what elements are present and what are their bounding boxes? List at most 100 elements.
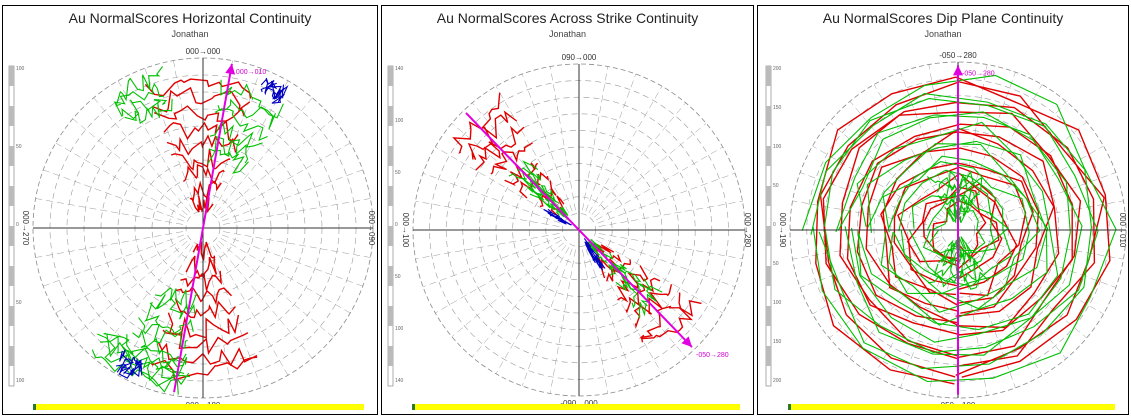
grid-spoke bbox=[849, 101, 946, 215]
grid-spoke bbox=[585, 248, 637, 387]
scale-tick-label: 0 bbox=[16, 222, 19, 228]
direction-label-right: 000→280 bbox=[743, 213, 752, 248]
contour-line bbox=[138, 317, 188, 349]
scale-segment bbox=[388, 186, 393, 206]
contour-line bbox=[882, 155, 1041, 310]
scale-segment bbox=[9, 266, 14, 286]
contour-line bbox=[508, 160, 539, 180]
scale-tick-label: 50 bbox=[16, 300, 22, 306]
grid-spoke bbox=[117, 245, 194, 376]
grid-spoke bbox=[521, 73, 573, 212]
scale-tick-label: 100 bbox=[395, 118, 404, 124]
contour-line bbox=[838, 111, 1071, 343]
grid-spoke bbox=[597, 236, 736, 288]
contour-line bbox=[822, 101, 1096, 368]
contour-line bbox=[260, 80, 285, 104]
chart-title: Au NormalScores Horizontal Continuity bbox=[68, 10, 312, 26]
grid-spoke bbox=[35, 198, 183, 225]
grid-spoke bbox=[829, 121, 943, 218]
scale-segment bbox=[766, 186, 771, 206]
scale-segment bbox=[388, 146, 393, 166]
contour-line bbox=[104, 332, 190, 386]
grid-spoke bbox=[977, 233, 1124, 260]
contour-line bbox=[180, 270, 222, 291]
grid-spoke bbox=[218, 118, 334, 216]
scale-segment bbox=[388, 106, 393, 126]
footer-bar bbox=[412, 404, 740, 410]
grid-spoke bbox=[973, 242, 1087, 339]
footer-bar bbox=[788, 404, 1115, 410]
grid-spoke bbox=[415, 233, 560, 260]
contour-line bbox=[640, 300, 702, 343]
scale-segment bbox=[9, 146, 14, 166]
scale-tick-label: 100 bbox=[773, 300, 782, 306]
contour-line bbox=[144, 78, 252, 99]
direction-label-left: 000→270 bbox=[21, 211, 30, 246]
grid-spoke bbox=[582, 249, 609, 394]
grid-spoke bbox=[215, 243, 313, 359]
grid-spoke bbox=[223, 198, 371, 225]
contour-line bbox=[185, 255, 218, 278]
grid-spoke bbox=[222, 169, 363, 222]
contour-line bbox=[810, 93, 1092, 370]
grid-spoke bbox=[975, 239, 1104, 315]
contour-line bbox=[260, 78, 285, 100]
contour-line bbox=[628, 278, 652, 309]
contour-line bbox=[616, 265, 649, 303]
grid-spoke bbox=[451, 123, 564, 218]
contour-line bbox=[887, 161, 1030, 295]
contour-line bbox=[115, 359, 143, 376]
grid-spoke bbox=[435, 146, 562, 221]
grid-spoke bbox=[415, 200, 560, 227]
scale-segment bbox=[388, 306, 393, 326]
chart-title: Au NormalScores Dip Plane Continuity bbox=[822, 10, 1064, 26]
scale-tick-label: 0 bbox=[773, 222, 776, 228]
grid-spoke bbox=[93, 243, 191, 359]
scale-segment bbox=[9, 106, 14, 126]
grid-spoke bbox=[209, 68, 262, 209]
contour-line bbox=[543, 208, 561, 219]
contour-line bbox=[867, 143, 1049, 313]
grid-spoke bbox=[521, 248, 573, 387]
grid-spoke bbox=[435, 239, 562, 314]
contour-line bbox=[467, 110, 518, 161]
grid-spoke bbox=[812, 145, 941, 221]
grid-spoke bbox=[72, 240, 188, 338]
contour-line bbox=[153, 105, 245, 122]
footer-bar-marker bbox=[788, 404, 791, 410]
contour-line bbox=[191, 195, 214, 214]
grid-spoke bbox=[900, 72, 952, 212]
scale-tick-label: 50 bbox=[773, 183, 779, 189]
contour-line bbox=[99, 335, 185, 380]
contour-line bbox=[819, 81, 1105, 378]
scale-tick-label: 150 bbox=[773, 105, 782, 111]
grid-spoke bbox=[35, 231, 183, 258]
contour-line bbox=[170, 149, 231, 171]
contour-line bbox=[587, 246, 600, 264]
scale-tick-label: 100 bbox=[16, 378, 25, 384]
grid-spoke bbox=[977, 200, 1124, 227]
grid-spoke bbox=[549, 66, 576, 211]
chart-title: Au NormalScores Across Strike Continuity bbox=[436, 10, 699, 26]
vector-label: -050→280 bbox=[696, 352, 729, 359]
contour-line bbox=[521, 172, 542, 194]
contour-line bbox=[592, 254, 606, 271]
grid-spoke bbox=[596, 239, 723, 314]
grid-spoke bbox=[173, 60, 200, 208]
contour-line bbox=[121, 99, 168, 120]
scale-segment bbox=[766, 346, 771, 366]
contour-line bbox=[633, 284, 673, 329]
across-strike-continuity-panel: Au NormalScores Across Strike Continuity… bbox=[381, 5, 754, 415]
vector-arrowhead bbox=[225, 63, 236, 75]
grid-spoke bbox=[812, 239, 941, 315]
grid-spoke bbox=[849, 245, 946, 359]
contour-line bbox=[132, 329, 187, 364]
contour-line bbox=[928, 198, 986, 255]
grid-spoke bbox=[597, 172, 736, 224]
polar-plot: 10050050100000→010000→000000→180000→2700… bbox=[8, 47, 376, 410]
scale-tick-label: 50 bbox=[395, 170, 401, 176]
vector-arrowhead bbox=[681, 336, 693, 348]
grid-spoke bbox=[72, 118, 188, 216]
grid-spoke bbox=[495, 86, 570, 213]
grid-spoke bbox=[220, 142, 351, 219]
